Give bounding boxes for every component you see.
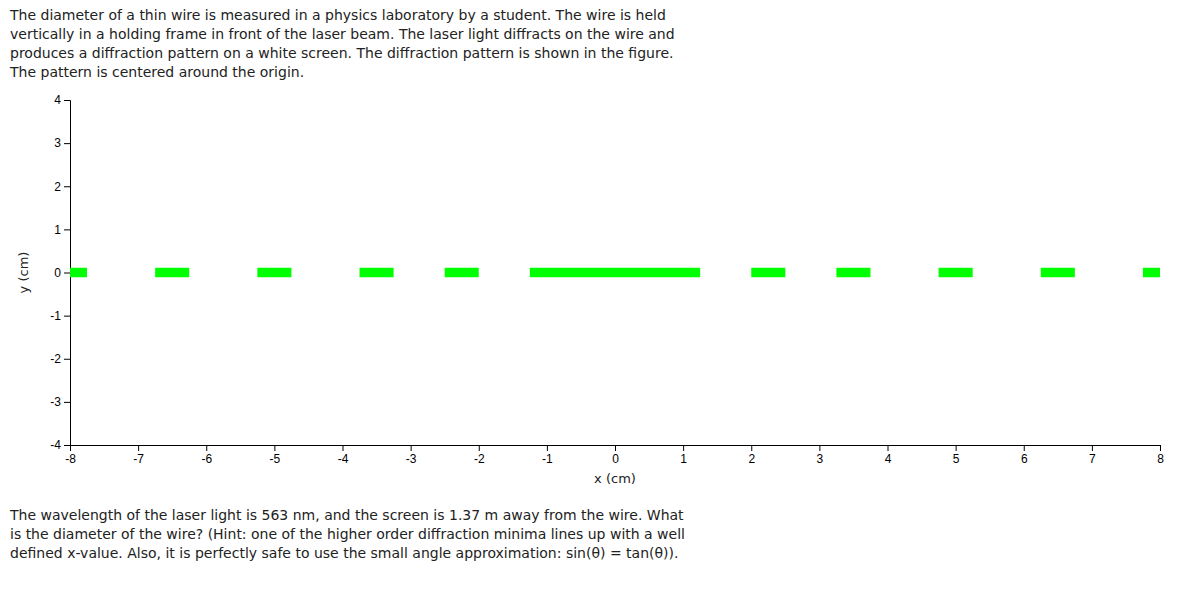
bright-segment	[939, 268, 973, 277]
bright-segment	[70, 268, 87, 277]
y-tick-label: 0	[54, 266, 61, 280]
x-tick: -1	[542, 445, 553, 466]
y-axis: -4 -3 -2 -1 0 1 2 3 4	[50, 93, 70, 452]
x-tick-mark	[411, 445, 412, 451]
y-tick: 3	[54, 136, 70, 150]
y-tick-mark	[64, 316, 70, 317]
chart: The diameter of a thin wire is measured …	[0, 0, 1200, 608]
y-tick: 1	[54, 223, 70, 237]
y-tick: -1	[50, 309, 70, 323]
bright-segment	[1143, 268, 1160, 277]
x-tick-mark	[547, 445, 548, 451]
x-tick: 5	[953, 445, 960, 466]
title: The diameter of a thin wire is measured …	[9, 7, 675, 80]
y-tick: 4	[54, 93, 70, 107]
y-tick-label: 4	[54, 93, 61, 107]
x-tick-mark	[1024, 445, 1025, 451]
x-axis-title: x (cm)	[594, 471, 636, 486]
x-tick-label: -1	[542, 452, 553, 466]
x-tick: 4	[885, 445, 892, 466]
x-tick: -5	[270, 445, 281, 466]
bright-segment	[751, 268, 785, 277]
y-tick: 0	[54, 266, 70, 280]
y-tick-label: -1	[50, 309, 61, 323]
y-tick-mark	[64, 186, 70, 187]
x-tick: 3	[817, 445, 824, 466]
y-tick-label: 3	[54, 136, 61, 150]
x-tick: 8	[1157, 445, 1164, 466]
x-tick: 6	[1021, 445, 1028, 466]
y-tick-label: -3	[50, 395, 61, 409]
x-tick: -8	[65, 445, 76, 466]
x-axis: -8 -7 -6 -5 -4 -3 -2 -1 0 1 2 3 4 5 6 7 8	[65, 445, 1164, 466]
x-tick-label: 1	[680, 452, 687, 466]
x-tick-mark	[1092, 445, 1093, 451]
x-tick-mark	[1160, 445, 1161, 451]
x-axis-line	[71, 446, 1161, 452]
x-tick-mark	[615, 445, 616, 451]
x-tick-label: 2	[748, 452, 755, 466]
x-tick-label: -2	[474, 452, 485, 466]
x-tick: 2	[748, 445, 755, 466]
y-tick-label: -2	[50, 352, 61, 366]
y-tick: 2	[54, 180, 70, 194]
x-tick-mark	[888, 445, 889, 451]
y-tick: -2	[50, 352, 70, 366]
bright-segment	[155, 268, 189, 277]
x-tick-mark	[819, 445, 820, 451]
annotation: The wavelength of the laser light is 563…	[9, 507, 685, 561]
x-tick: -2	[474, 445, 485, 466]
x-tick-label: 8	[1157, 452, 1164, 466]
x-tick: -6	[201, 445, 212, 466]
y-tick-mark	[64, 445, 70, 446]
bright-segment	[445, 268, 479, 277]
x-tick-label: -7	[133, 452, 144, 466]
x-tick: -7	[133, 445, 144, 466]
x-tick-mark	[343, 445, 344, 451]
x-tick-mark	[751, 445, 752, 451]
y-tick-mark	[64, 273, 70, 274]
y-tick-mark	[64, 100, 70, 101]
x-tick-label: -5	[270, 452, 281, 466]
x-tick-label: 4	[885, 452, 892, 466]
x-tick-label: -3	[406, 452, 417, 466]
x-tick-label: 6	[1021, 452, 1028, 466]
x-tick: -3	[406, 445, 417, 466]
marks	[70, 268, 1160, 277]
y-tick-label: 1	[54, 223, 61, 237]
x-tick-mark	[138, 445, 139, 451]
x-tick: 0	[612, 445, 619, 466]
bright-segment	[257, 268, 291, 277]
x-tick-label: 5	[953, 452, 960, 466]
x-tick-label: 7	[1089, 452, 1096, 466]
x-tick-mark	[683, 445, 684, 451]
y-tick-label: -4	[50, 438, 61, 452]
x-tick-mark	[206, 445, 207, 451]
x-tick: 7	[1089, 445, 1096, 466]
bright-segment	[530, 268, 700, 277]
x-tick-mark	[274, 445, 275, 451]
y-tick: -4	[50, 438, 70, 452]
y-axis-line	[64, 101, 71, 446]
x-tick-label: -8	[65, 452, 76, 466]
y-tick-label: 2	[54, 180, 61, 194]
y-tick-mark	[64, 359, 70, 360]
y-tick-mark	[64, 229, 70, 230]
x-tick: -4	[338, 445, 349, 466]
x-tick-label: 3	[817, 452, 824, 466]
x-tick: 1	[680, 445, 687, 466]
y-tick: -3	[50, 395, 70, 409]
x-tick-label: -4	[338, 452, 349, 466]
bright-segment	[360, 268, 394, 277]
bright-segment	[1041, 268, 1075, 277]
plot: -8 -7 -6 -5 -4 -3 -2 -1 0 1 2 3 4 5 6 7 8 -4 -3 -2 -1 0 1 2 3 4 x …	[16, 93, 1164, 486]
x-tick-mark	[956, 445, 957, 451]
y-tick-mark	[64, 402, 70, 403]
x-tick-label: -6	[201, 452, 212, 466]
y-axis-title: y (cm)	[16, 252, 31, 294]
bright-segment	[836, 268, 870, 277]
x-tick-label: 0	[612, 452, 619, 466]
y-tick-mark	[64, 143, 70, 144]
x-tick-mark	[479, 445, 480, 451]
